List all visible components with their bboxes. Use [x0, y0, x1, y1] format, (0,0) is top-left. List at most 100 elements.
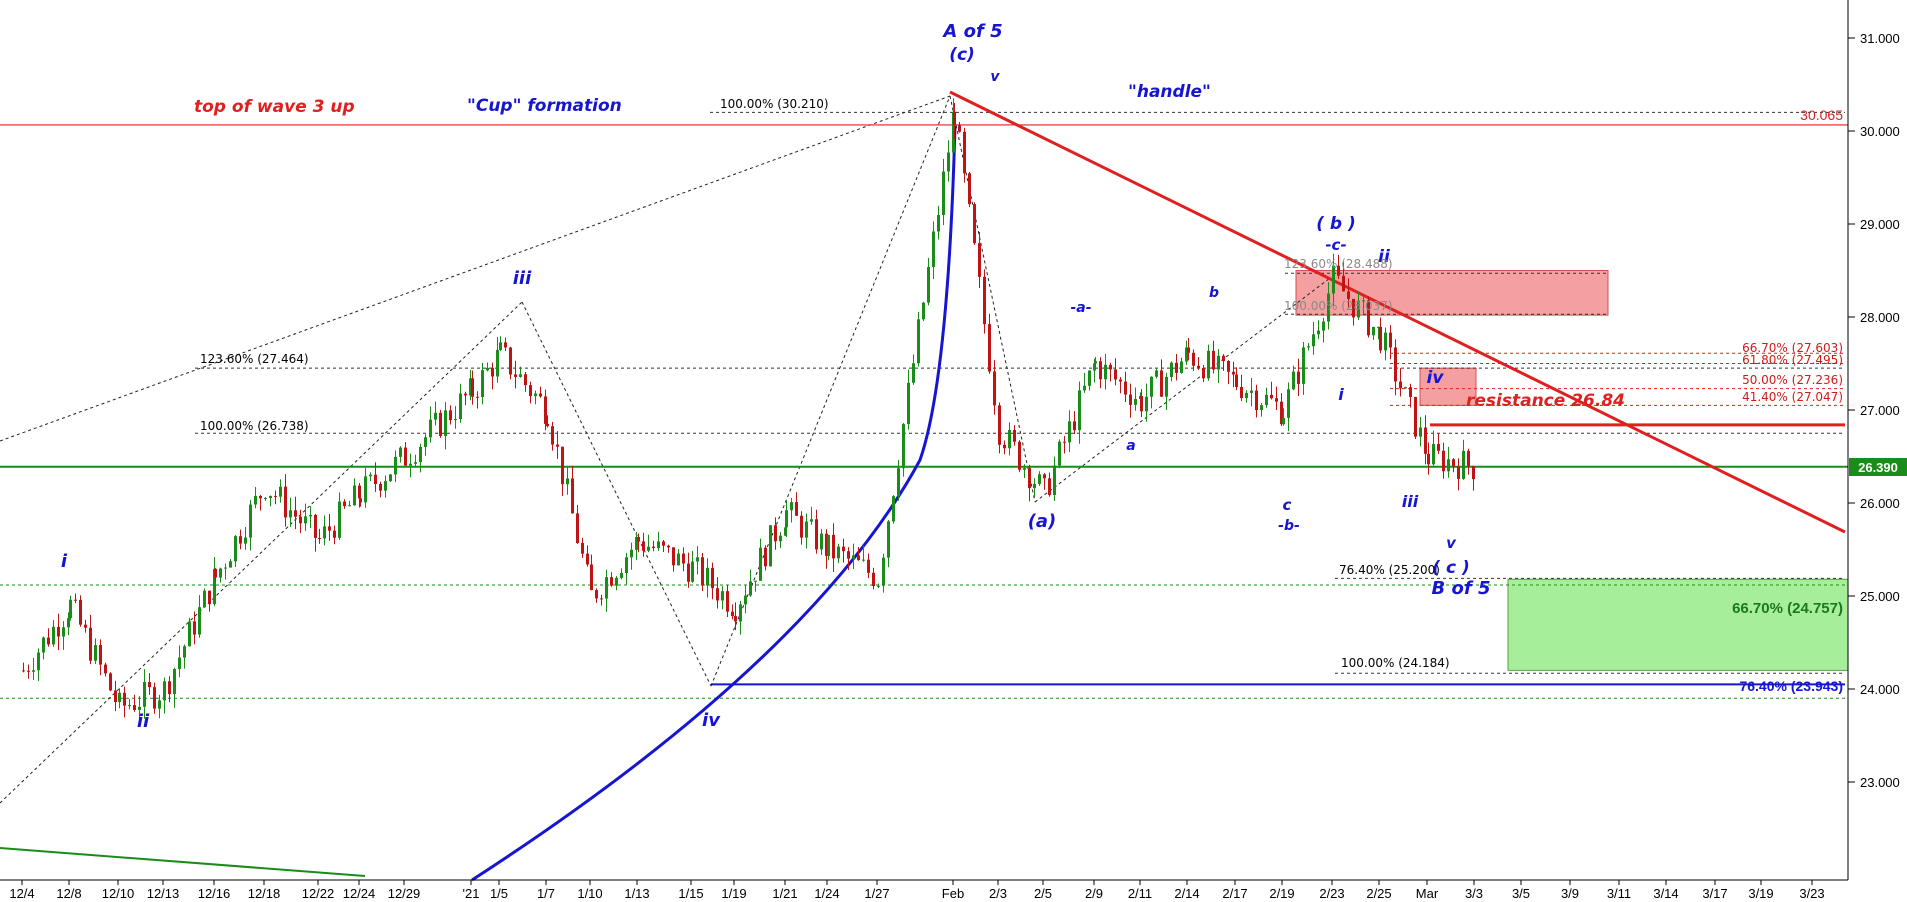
x-tick-label: 2/23	[1319, 886, 1344, 901]
candle-body	[1235, 374, 1238, 387]
candle-body	[1379, 326, 1382, 351]
candle-body	[581, 543, 584, 554]
wave-iii-right-label: iii	[1402, 492, 1419, 511]
candle-body	[1063, 441, 1066, 443]
candle-body	[1317, 330, 1320, 335]
candle-body	[414, 462, 417, 464]
candle-body	[384, 481, 387, 491]
candle-body	[1255, 390, 1258, 410]
candle-body	[444, 410, 447, 436]
candle-body	[1265, 394, 1268, 406]
candle-body	[556, 444, 559, 447]
candle-body	[486, 367, 489, 371]
candle-body	[168, 681, 171, 695]
wave-iv-right-label: iv	[1427, 368, 1445, 388]
candle-body	[481, 370, 484, 397]
candle-body	[696, 557, 699, 562]
candle-body	[404, 447, 407, 466]
candle-body	[509, 347, 512, 375]
candle-body	[912, 363, 915, 383]
wave-i-right-label: i	[1338, 385, 1344, 404]
candle-body	[1018, 441, 1021, 470]
candle-body	[1140, 395, 1143, 412]
candle-body	[1043, 474, 1046, 479]
candle-body	[769, 525, 772, 567]
candle-body	[42, 637, 45, 653]
candle-body	[1150, 376, 1153, 397]
candle-body	[148, 682, 151, 688]
candle-body	[1342, 275, 1345, 292]
candle-body	[800, 515, 803, 538]
candle-body	[820, 533, 823, 550]
candle-body	[1104, 364, 1107, 380]
x-tick-label: Mar	[1416, 886, 1439, 901]
candle-body	[234, 536, 237, 562]
candle-body	[496, 349, 499, 377]
candle-body	[364, 476, 367, 503]
candle-body	[254, 495, 257, 505]
candle-body	[471, 378, 474, 397]
candle-body	[1109, 364, 1112, 370]
candle-body	[1297, 371, 1300, 384]
candle-body	[726, 591, 729, 612]
candle-body	[264, 497, 267, 499]
candle-body	[279, 486, 282, 497]
green-zone-label: 66.70% (24.757)	[1732, 600, 1843, 617]
candle-body	[394, 456, 397, 475]
x-tick-label: 2/17	[1222, 886, 1247, 901]
wave-b-small-label: b	[1209, 285, 1219, 301]
wave-a-dash-label: -a-	[1070, 300, 1091, 316]
y-tick-label: 24.000	[1860, 682, 1900, 697]
x-tick-label: 1/10	[577, 886, 602, 901]
candle-body	[1023, 468, 1026, 470]
candle-body	[1394, 347, 1397, 382]
candle-body	[1337, 265, 1340, 276]
candle-body	[1058, 441, 1061, 466]
candle-body	[104, 664, 107, 674]
x-tick-label: 2/14	[1174, 886, 1199, 901]
candle-body	[79, 599, 82, 625]
candle-body	[1250, 390, 1253, 393]
candle-body	[1028, 468, 1031, 489]
wave-iv-left-label: iv	[702, 710, 721, 731]
candle-body	[993, 371, 996, 406]
candle-body	[374, 474, 377, 484]
candle-body	[1312, 334, 1315, 347]
candle-body	[158, 700, 161, 709]
fib-lines-layer	[0, 95, 1845, 804]
candle-body	[299, 516, 302, 524]
candle-body	[857, 555, 860, 561]
candle-body	[922, 302, 925, 320]
candle-body	[434, 412, 437, 420]
candle-body	[143, 682, 146, 707]
candle-body	[1232, 371, 1235, 375]
candle-body	[701, 557, 704, 586]
candle-body	[491, 367, 494, 377]
candle-body	[1160, 370, 1163, 397]
candle-body	[657, 541, 660, 549]
wave-ii-left-label: ii	[137, 711, 150, 732]
candle-body	[1033, 483, 1036, 489]
candle-body	[1367, 300, 1370, 336]
candle-body	[620, 572, 623, 578]
candle-body	[348, 505, 351, 507]
candle-body	[988, 324, 991, 372]
candle-body	[759, 547, 762, 581]
candle-body	[1212, 350, 1215, 370]
candle-body	[214, 568, 217, 578]
candle-body	[1384, 332, 1387, 351]
candle-body	[183, 646, 186, 658]
candle-body	[897, 468, 900, 497]
candle-body	[576, 513, 579, 544]
fib-label-30210: 100.00% (30.210)	[720, 97, 829, 111]
candle-body	[123, 692, 126, 706]
x-tick-label: 2/11	[1128, 886, 1152, 901]
candle-body	[963, 131, 966, 174]
candle-body	[379, 483, 382, 491]
candle-body	[1442, 450, 1445, 472]
candle-body	[892, 496, 895, 522]
candle-body	[779, 535, 782, 542]
candle-body	[284, 486, 287, 518]
cup-curve	[471, 125, 957, 882]
candle-body	[1452, 459, 1455, 467]
